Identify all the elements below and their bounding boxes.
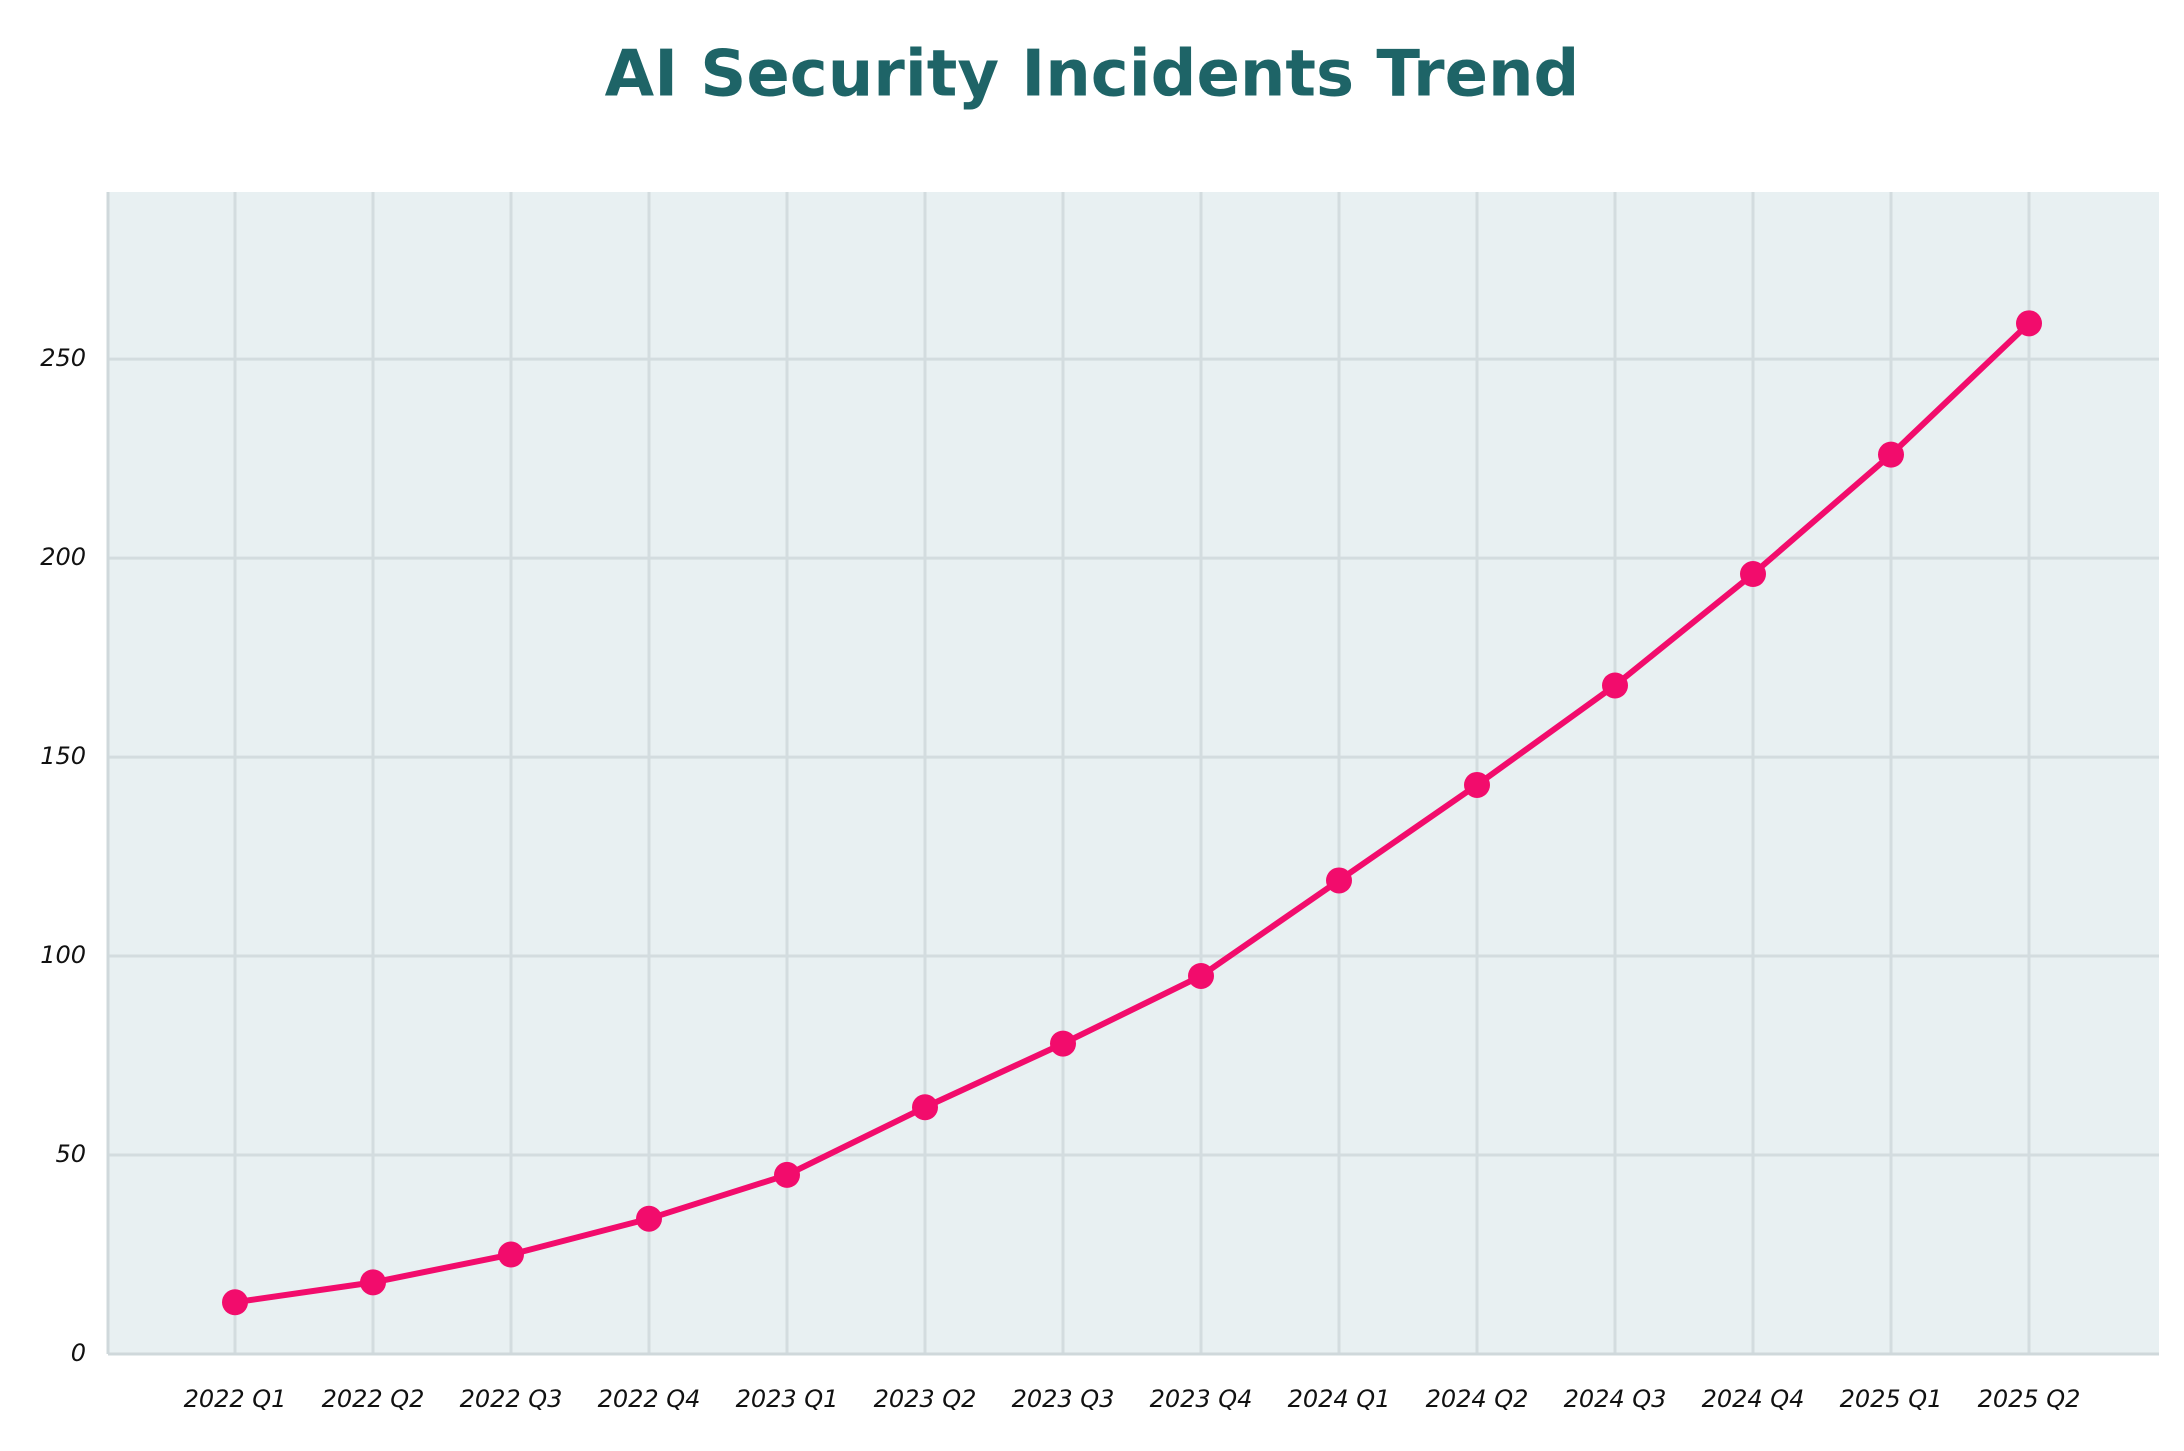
x-tick-label: 2024 Q4 bbox=[1702, 1385, 1805, 1413]
x-tick-label: 2024 Q1 bbox=[1288, 1385, 1391, 1413]
y-tick-label: 100 bbox=[40, 941, 86, 969]
y-tick-label: 0 bbox=[71, 1339, 86, 1367]
data-point bbox=[1188, 962, 1214, 989]
x-tick-label: 2023 Q4 bbox=[1150, 1385, 1253, 1413]
y-tick-label: 200 bbox=[40, 543, 86, 571]
x-tick-label: 2023 Q2 bbox=[874, 1385, 977, 1413]
plot-background bbox=[108, 192, 2159, 1354]
data-point bbox=[774, 1161, 800, 1188]
data-point bbox=[1464, 771, 1490, 798]
x-tick-label: 2025 Q1 bbox=[1840, 1385, 1943, 1413]
data-point bbox=[636, 1205, 662, 1232]
x-tick-label: 2024 Q3 bbox=[1564, 1385, 1667, 1413]
data-point bbox=[1878, 441, 1904, 468]
x-tick-label: 2022 Q2 bbox=[322, 1385, 425, 1413]
x-tick-label: 2023 Q3 bbox=[1012, 1385, 1115, 1413]
data-point bbox=[498, 1241, 524, 1268]
y-tick-label: 50 bbox=[55, 1140, 86, 1168]
data-point bbox=[222, 1289, 248, 1316]
data-point bbox=[1740, 561, 1766, 588]
x-tick-label: 2022 Q3 bbox=[460, 1385, 563, 1413]
data-point bbox=[1050, 1030, 1076, 1057]
chart-title: AI Security Incidents Trend bbox=[605, 38, 1580, 112]
data-point bbox=[1602, 672, 1628, 699]
data-point bbox=[2016, 310, 2042, 337]
x-tick-label: 2023 Q1 bbox=[736, 1385, 839, 1413]
x-tick-label: 2024 Q2 bbox=[1426, 1385, 1529, 1413]
x-tick-label: 2022 Q1 bbox=[184, 1385, 287, 1413]
data-point bbox=[360, 1269, 386, 1296]
data-line bbox=[234, 321, 2032, 1306]
x-tick-label: 2022 Q4 bbox=[598, 1385, 701, 1413]
x-tick-label: 2025 Q2 bbox=[1978, 1385, 2081, 1413]
y-tick-label: 150 bbox=[40, 742, 86, 770]
data-point bbox=[1326, 867, 1352, 894]
y-tick-label: 250 bbox=[40, 344, 86, 372]
data-point bbox=[912, 1094, 938, 1121]
